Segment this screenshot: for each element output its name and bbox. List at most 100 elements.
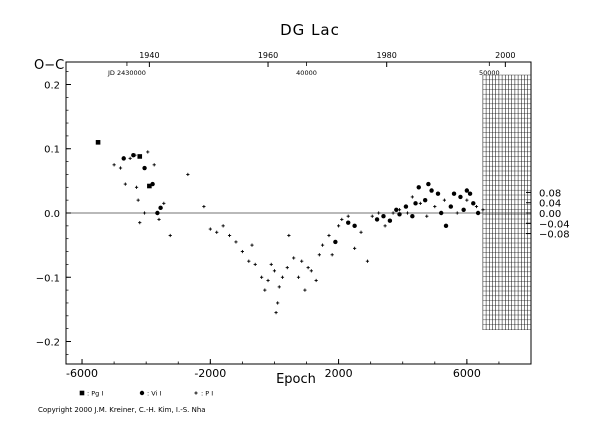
data-point-vi (150, 181, 155, 187)
data-point-p (146, 150, 150, 154)
data-point-vi (410, 214, 415, 219)
data-point-p (276, 301, 280, 305)
data-point-vi (131, 152, 136, 158)
top-year-label: 1980 (377, 51, 397, 60)
data-point-p (442, 198, 447, 202)
y-right-tick-label: 0.04 (539, 199, 561, 210)
data-point-p (285, 266, 289, 270)
data-point-p (377, 211, 381, 215)
data-point-vi (158, 205, 163, 211)
data-point-vi (426, 181, 431, 187)
data-point-p (433, 204, 437, 209)
legend-label: : Pg I (87, 390, 103, 398)
data-point-vi (155, 210, 160, 216)
data-point-p (465, 198, 469, 202)
data-point-p (336, 224, 341, 228)
data-point-vi (475, 210, 481, 216)
data-point-p (250, 243, 254, 247)
data-point-p (410, 195, 414, 199)
y-left-tick-label: 0.1 (44, 145, 60, 156)
data-point-p (330, 253, 334, 257)
data-point-p (118, 166, 123, 170)
data-point-p (320, 243, 325, 247)
data-point-p (397, 208, 402, 212)
data-point-p (186, 172, 190, 177)
data-point-p (142, 211, 147, 215)
data-point-vi (352, 223, 357, 229)
data-point-p (309, 269, 313, 273)
data-point-vi (448, 204, 454, 209)
data-point-p (221, 224, 225, 228)
data-point-p (274, 310, 278, 315)
legend-marker (139, 390, 145, 396)
data-point-p (215, 230, 219, 234)
legend: : Pg I: Vi I: P I (79, 390, 213, 398)
data-point-vi (443, 223, 449, 229)
data-point-p (208, 227, 212, 231)
data-point-p (240, 249, 244, 254)
top-year-label: 1960 (258, 51, 278, 60)
data-point-p (314, 278, 318, 283)
data-point-p (133, 153, 137, 157)
data-point-p (391, 211, 395, 215)
y-left-tick-label: −0.1 (36, 273, 60, 284)
data-point-vi (403, 204, 409, 209)
top-jd-label: JD 2430000 (107, 69, 146, 77)
data-point-p (317, 253, 321, 257)
data-point-p (303, 288, 307, 292)
top-jd-label: 50000 (479, 69, 500, 77)
data-point-vi (458, 194, 463, 200)
data-point-p (418, 201, 422, 205)
data-point-p (136, 198, 140, 202)
data-point-vi (461, 207, 466, 212)
data-point-vi (464, 188, 470, 193)
y-right-tick-label: −0.04 (539, 219, 570, 230)
top-year-label: 2000 (495, 51, 515, 60)
data-point-pg (147, 183, 152, 189)
data-point-p (202, 204, 206, 209)
data-point-pg (137, 154, 143, 159)
x-tick-label: 2000 (325, 367, 353, 380)
legend-marker (79, 390, 85, 396)
chart-title: DG Lac (280, 21, 340, 39)
data-point-vi (451, 191, 457, 196)
legend-label: : P I (201, 390, 213, 398)
data-point-p (296, 275, 301, 279)
data-point-p (260, 275, 264, 279)
data-point-p (227, 233, 232, 238)
hatched-region (482, 74, 532, 330)
data-point-vi (471, 201, 476, 206)
data-point-p (253, 262, 257, 267)
data-point-vi (416, 185, 421, 190)
data-point-p (123, 182, 127, 186)
data-point-p (481, 208, 485, 212)
copyright-text: Copyright 2000 J.M. Kreiner, C.-H. Kim, … (38, 406, 206, 414)
data-point-vi (394, 207, 399, 212)
data-point-vi (429, 188, 434, 193)
data-point-vi (121, 156, 126, 161)
data-point-vi (374, 217, 380, 222)
data-point-p (247, 259, 251, 263)
data-point-p (365, 259, 370, 263)
data-point-vi (346, 220, 351, 225)
data-point-p (359, 230, 363, 234)
y-axis-label: O−C (34, 58, 64, 73)
data-point-p (383, 224, 387, 228)
data-point-vi (397, 212, 402, 217)
data-point-vi (467, 191, 473, 196)
data-point-vi (381, 214, 386, 219)
data-point-p (346, 214, 350, 218)
x-tick-label: -2000 (194, 367, 226, 380)
data-point-p (405, 211, 410, 215)
x-tick-label: -6000 (66, 367, 98, 380)
data-point-p (425, 214, 429, 218)
data-point-vi (439, 210, 444, 216)
data-point-vi (387, 218, 393, 223)
data-point-p (269, 262, 273, 267)
data-point-p (340, 217, 344, 222)
y-left-tick-label: −0.2 (36, 338, 60, 349)
data-point-vi (142, 165, 147, 171)
data-point-pg (95, 140, 101, 145)
data-point-vi (422, 197, 428, 203)
